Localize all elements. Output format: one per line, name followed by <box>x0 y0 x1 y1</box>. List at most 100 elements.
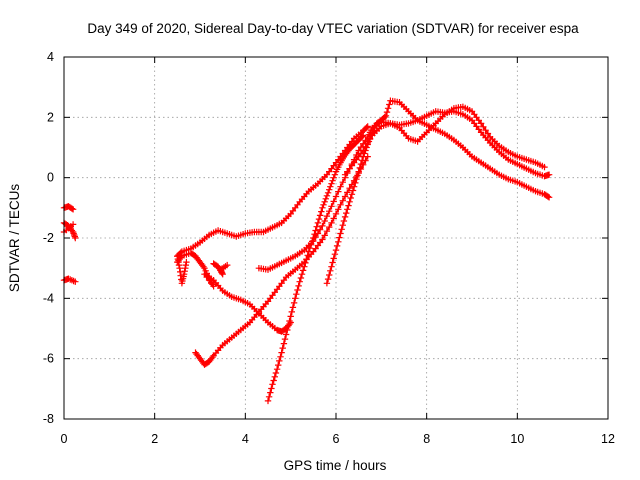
data-point-marker <box>327 267 334 274</box>
data-point <box>541 163 548 171</box>
data-point-marker <box>271 373 278 380</box>
data-point-marker <box>381 113 388 121</box>
data-point <box>319 204 326 211</box>
series-10 <box>264 132 367 405</box>
data-point <box>282 331 290 338</box>
data-point-marker <box>326 186 333 193</box>
y-tick-label: -6 <box>43 352 54 366</box>
data-point-marker <box>321 232 328 239</box>
data-point-marker <box>335 238 342 245</box>
data-point-marker <box>330 198 337 205</box>
data-point-marker <box>279 344 286 352</box>
data-point <box>323 280 331 287</box>
data-point <box>273 366 281 373</box>
data-point-marker <box>265 393 273 400</box>
data-point-marker <box>484 130 492 137</box>
data-point <box>72 234 79 242</box>
data-point <box>287 313 294 320</box>
data-point-marker <box>315 215 323 223</box>
data-point-marker <box>544 193 552 200</box>
data-point-marker <box>316 226 324 233</box>
data-point-marker <box>344 206 351 213</box>
data-point-marker <box>71 231 78 239</box>
data-point-marker <box>293 291 300 298</box>
x-tick-label: 0 <box>61 432 68 446</box>
data-point-marker <box>384 105 392 112</box>
x-tick-label: 8 <box>423 432 430 446</box>
series-layer <box>60 97 553 405</box>
data-point <box>269 381 276 388</box>
x-tick-label: 12 <box>601 432 615 446</box>
data-point-marker <box>333 242 341 250</box>
axis-ticks: 0 2 4 6 8 10 12 -8 -6 -4 -2 0 2 4 <box>43 50 615 446</box>
plot-frame <box>63 56 609 420</box>
data-point-marker <box>383 108 391 116</box>
data-point <box>355 168 362 175</box>
y-tick-label: -4 <box>43 291 54 305</box>
data-point <box>328 219 335 227</box>
data-point-marker <box>280 340 288 347</box>
data-point <box>382 112 390 119</box>
data-point-marker <box>290 299 298 307</box>
x-tick-label: 4 <box>242 432 249 446</box>
series-3 <box>60 221 77 236</box>
data-point-marker <box>340 217 348 225</box>
data-point <box>292 295 299 302</box>
data-point-marker <box>299 267 307 274</box>
data-point <box>323 192 331 199</box>
data-point <box>224 261 231 269</box>
data-point-marker <box>347 194 354 202</box>
data-point <box>278 349 285 356</box>
data-point-marker <box>285 322 292 329</box>
data-point-marker <box>314 230 322 237</box>
data-point <box>301 263 308 270</box>
data-point-marker <box>330 215 337 222</box>
x-tick-label: 6 <box>333 432 340 446</box>
data-point-marker <box>358 157 366 164</box>
data-point-marker <box>329 259 336 266</box>
data-point-marker <box>324 275 332 283</box>
data-point-marker <box>320 201 327 208</box>
data-point <box>364 123 371 130</box>
data-point-marker <box>353 176 360 183</box>
data-point-marker <box>330 174 337 181</box>
data-point-marker <box>298 271 306 278</box>
data-point-marker <box>357 160 365 168</box>
x-axis-label: GPS time / hours <box>284 458 387 473</box>
data-point-marker <box>323 228 331 235</box>
data-point-marker <box>480 123 487 130</box>
data-point-marker <box>482 127 489 134</box>
data-point <box>337 183 344 190</box>
data-point-marker <box>345 202 352 209</box>
data-point-marker <box>324 189 332 196</box>
data-point-marker <box>323 212 331 220</box>
data-point-marker <box>338 226 345 233</box>
data-point-marker <box>358 133 366 140</box>
data-point <box>328 263 335 270</box>
data-point-marker <box>313 223 320 230</box>
data-point-marker <box>363 124 370 131</box>
data-point <box>319 222 326 230</box>
data-point-marker <box>364 139 371 147</box>
series-7 <box>174 252 190 287</box>
series-13 <box>341 103 548 178</box>
grid-lines <box>64 57 608 419</box>
data-point-marker <box>332 210 340 218</box>
data-point-marker <box>304 252 311 259</box>
data-point-marker <box>321 217 328 225</box>
data-point-marker <box>354 172 361 179</box>
data-point-marker <box>356 164 363 172</box>
data-point-marker <box>339 179 346 186</box>
data-point <box>328 180 335 187</box>
data-point-marker <box>326 271 333 279</box>
data-point <box>477 120 485 127</box>
data-point <box>69 221 77 228</box>
data-point-marker <box>295 282 302 290</box>
data-point-marker <box>321 198 328 205</box>
data-point-marker <box>336 234 343 241</box>
x-tick-label: 10 <box>510 432 524 446</box>
series-1 <box>60 203 77 213</box>
data-point-marker <box>303 255 310 263</box>
data-point-marker <box>277 353 284 360</box>
